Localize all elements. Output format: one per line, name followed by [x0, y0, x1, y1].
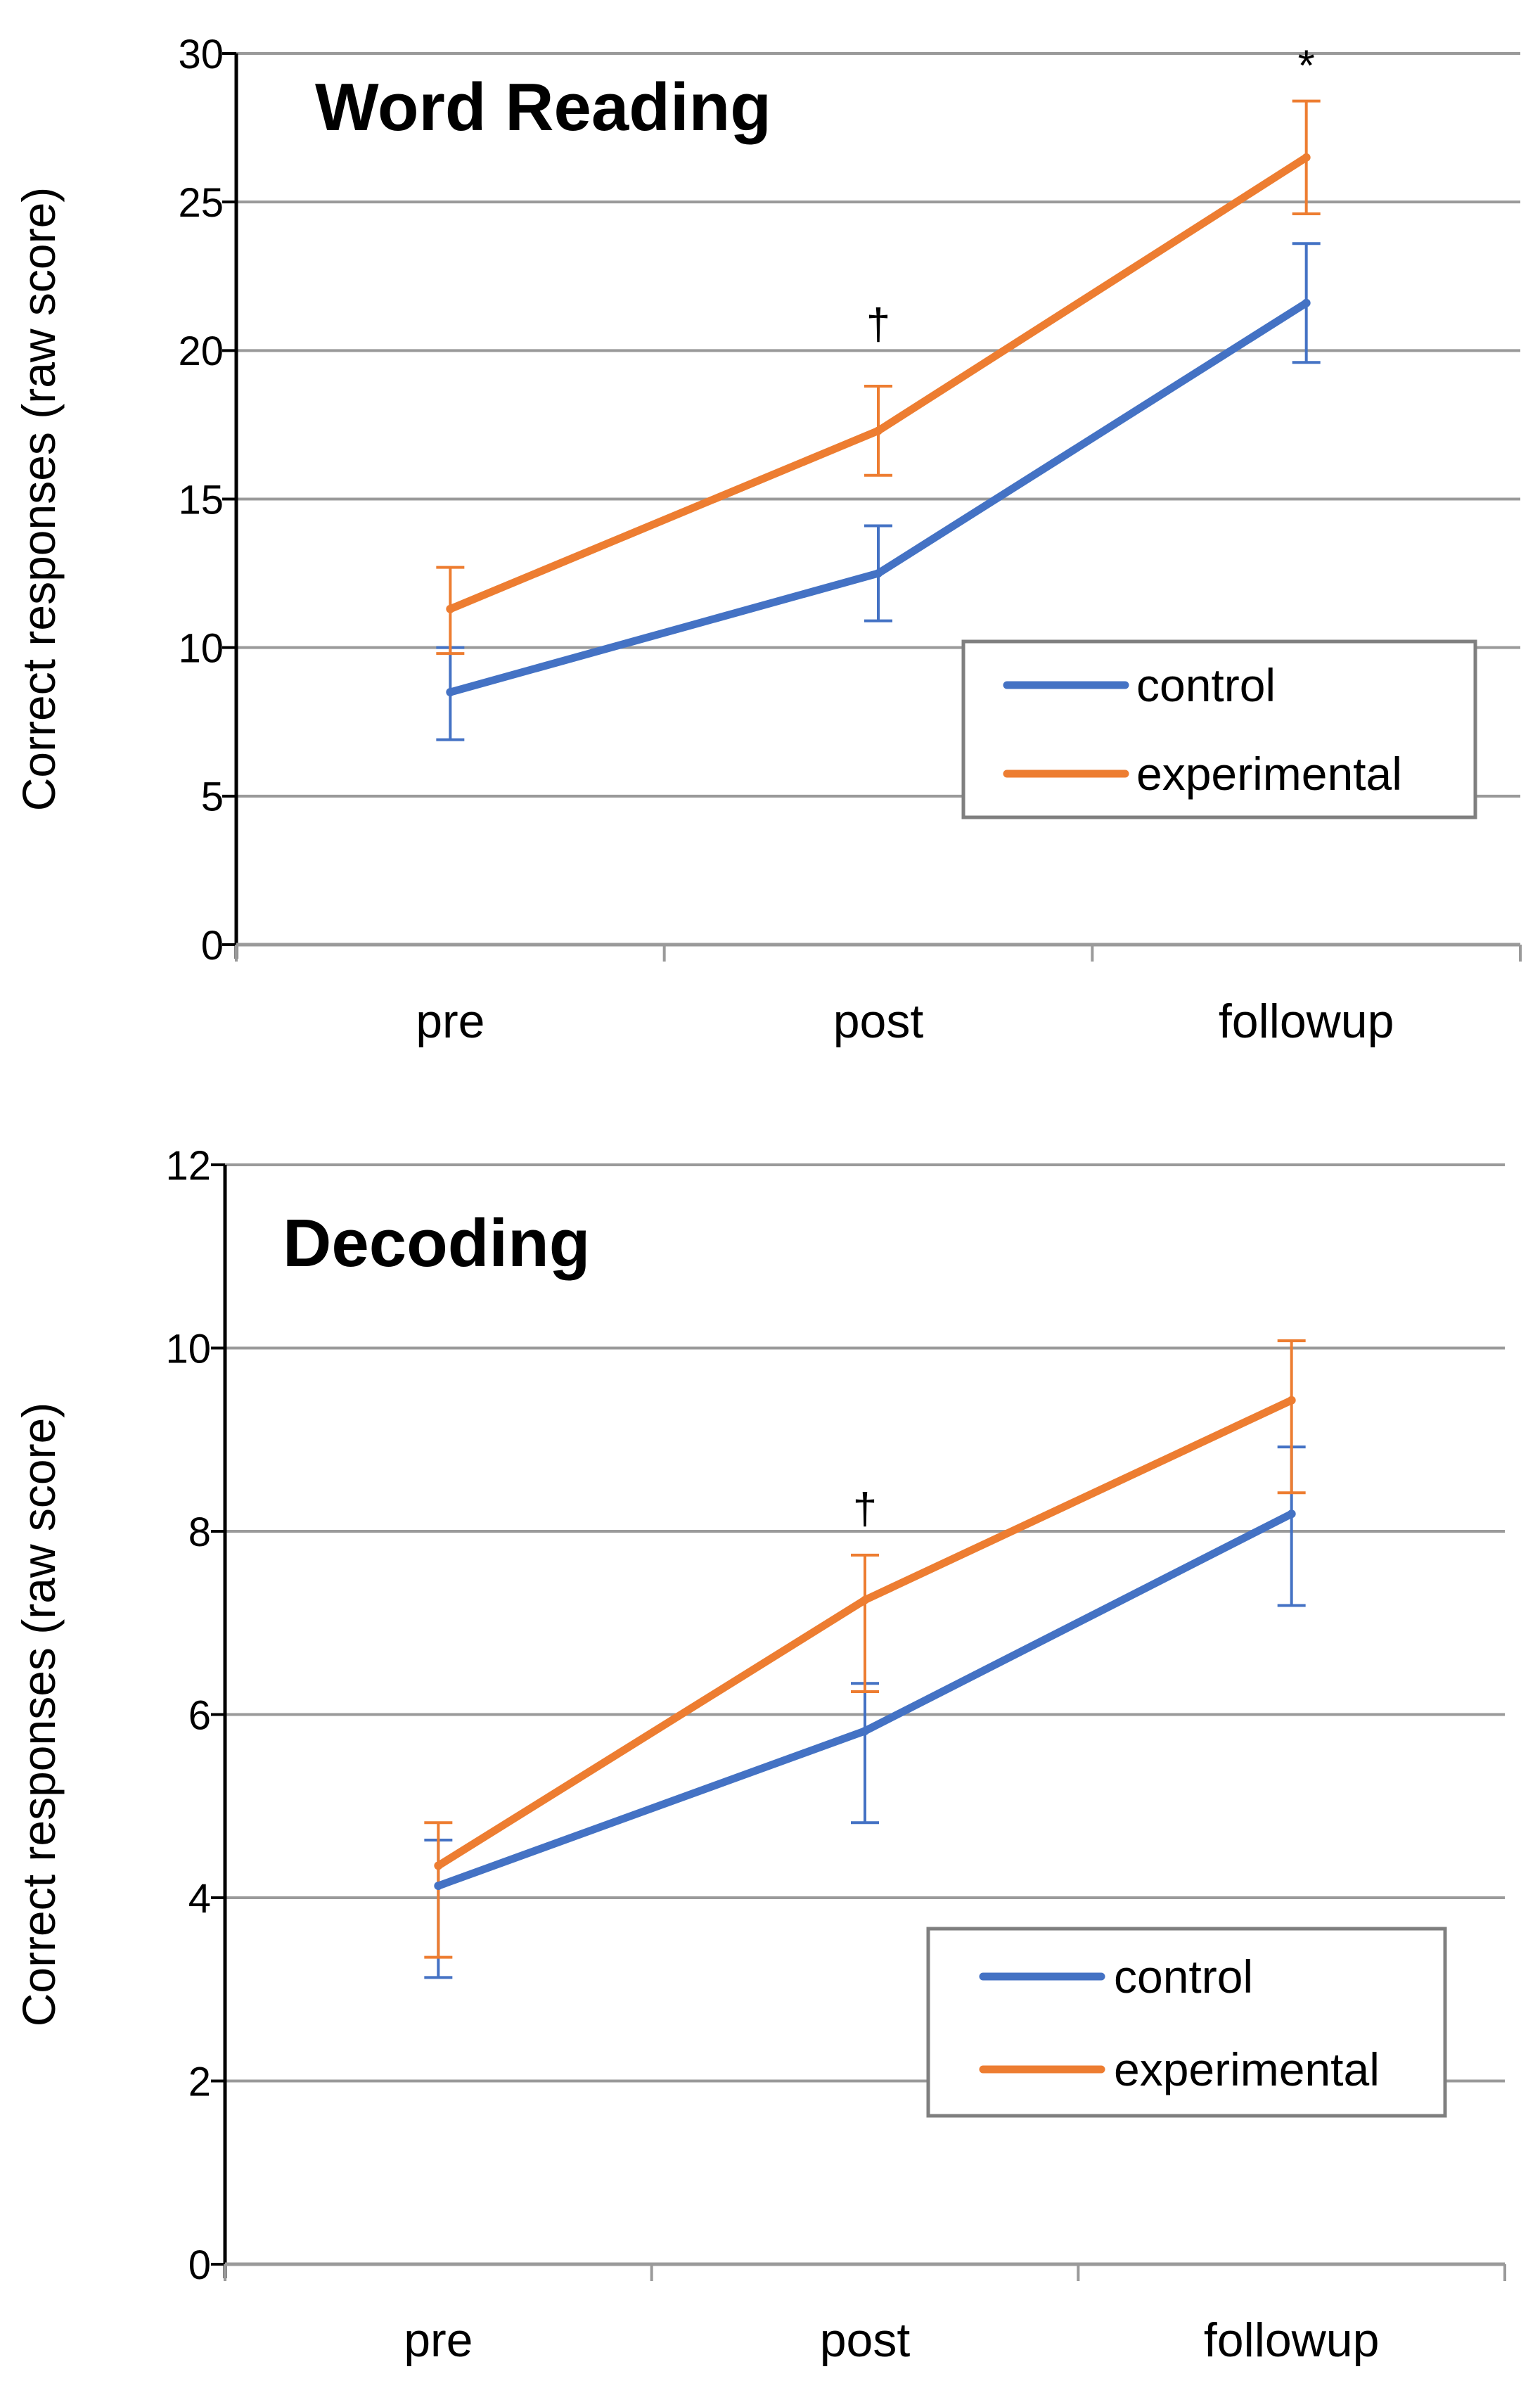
error-bar: [851, 1553, 879, 1693]
legend-label-experimental: experimental: [1136, 748, 1402, 800]
data-point-control: [861, 1726, 869, 1735]
y-tick-label: 0: [201, 923, 224, 969]
data-point-control: [1287, 1509, 1296, 1519]
y-tick-label: 10: [178, 626, 224, 672]
y-tick-label: 0: [188, 2242, 211, 2288]
series-experimental: [424, 1339, 1306, 1959]
legend-label-control: control: [1114, 1950, 1253, 2003]
data-point-control: [1302, 298, 1311, 307]
y-tick-label: 12: [165, 1143, 211, 1189]
y-tick-label: 5: [201, 774, 224, 820]
data-point-experimental: [434, 1861, 443, 1870]
x-tick-label-followup: followup: [1204, 2313, 1380, 2367]
y-tick-label: 10: [165, 1326, 211, 1372]
y-tick-label: 20: [178, 328, 224, 374]
data-point-experimental: [1302, 153, 1311, 162]
y-tick-label: 4: [188, 1876, 211, 1922]
legend-box: [961, 639, 1477, 819]
chart-1: 0 2 4 6 8 10 12 pre post followup Correct response…: [13, 1143, 1506, 2367]
y-axis-label: Correct responses (raw score): [13, 1403, 65, 2027]
significance-marker: †: [866, 300, 890, 349]
y-tick-label: 8: [188, 1509, 211, 1555]
y-axis-label: Correct responses (raw score): [13, 187, 65, 812]
data-point-control: [446, 688, 455, 697]
error-bar: [851, 1682, 879, 1825]
legend: control experimental: [926, 1927, 1447, 2118]
data-point-experimental: [874, 426, 883, 435]
data-point-experimental: [1287, 1396, 1296, 1405]
y-tick-label: 25: [178, 180, 224, 226]
data-point-experimental: [861, 1595, 869, 1604]
y-tick-label: 30: [178, 32, 224, 77]
series-line-control: [446, 299, 1311, 696]
y-tick-label: 15: [178, 477, 224, 523]
data-point-control: [434, 1882, 443, 1891]
legend-label-experimental: experimental: [1114, 2043, 1380, 2095]
chart-0: 0 5 10 15 20 25 30 pre post followup Correct respo…: [13, 32, 1522, 1048]
y-tick-label: 6: [188, 1692, 211, 1738]
data-point-experimental: [446, 604, 455, 613]
data-point-control: [874, 569, 883, 578]
significance-marker: †: [853, 1485, 877, 1533]
legend: control experimental: [961, 639, 1477, 819]
x-tick-label-post: post: [833, 995, 924, 1048]
legend-box: [926, 1927, 1447, 2118]
x-tick-label-post: post: [820, 2313, 911, 2367]
x-tick-label-pre: pre: [404, 2313, 473, 2367]
x-tick-label-pre: pre: [416, 995, 485, 1048]
chart-title: Word Reading: [315, 70, 771, 145]
significance-marker: *: [1298, 42, 1315, 91]
error-bar: [1277, 1339, 1306, 1495]
y-tick-label: 2: [188, 2059, 211, 2105]
chart-title: Decoding: [283, 1206, 590, 1281]
legend-label-control: control: [1136, 659, 1276, 711]
x-tick-label-followup: followup: [1219, 995, 1394, 1048]
